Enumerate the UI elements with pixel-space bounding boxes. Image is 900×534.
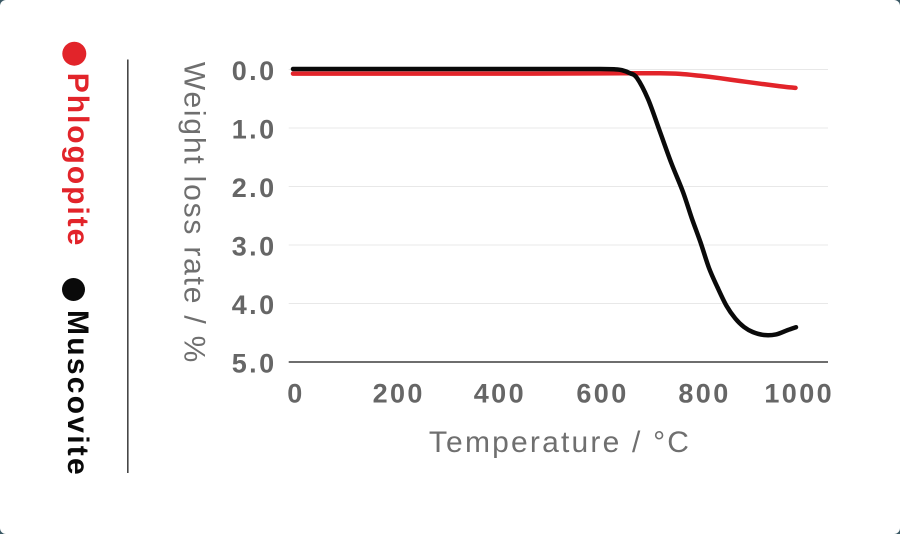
svg-text:600: 600 [576, 379, 628, 409]
svg-text:2.0: 2.0 [232, 173, 277, 203]
svg-text:4.0: 4.0 [232, 290, 277, 320]
svg-text:Phlogopite: Phlogopite [61, 73, 94, 247]
svg-text:0: 0 [287, 379, 304, 409]
svg-text:0.0: 0.0 [232, 56, 277, 86]
svg-text:Muscovite: Muscovite [61, 310, 94, 477]
svg-text:5.0: 5.0 [232, 349, 277, 379]
svg-text:1000: 1000 [764, 379, 834, 409]
svg-text:1.0: 1.0 [232, 115, 277, 145]
svg-text:Temperature / °C: Temperature / °C [429, 426, 691, 459]
svg-text:3.0: 3.0 [232, 232, 277, 262]
svg-text:400: 400 [474, 379, 526, 409]
svg-text:200: 200 [373, 379, 425, 409]
svg-text:Weight loss rate / %: Weight loss rate / % [178, 62, 211, 364]
svg-text:800: 800 [678, 379, 730, 409]
